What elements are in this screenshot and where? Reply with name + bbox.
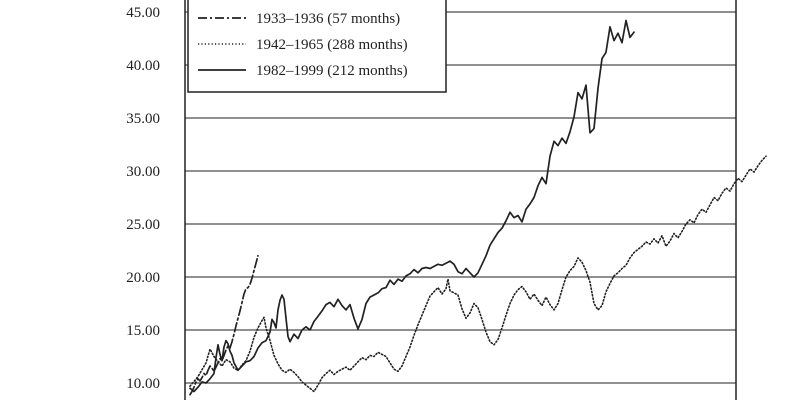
series-line-0 (189, 254, 259, 396)
y-axis-tick-labels: 10.00 15.00 20.00 25.00 30.00 35.00 40.00 45.00 (126, 5, 160, 392)
y-tick-label-3: 25.00 (126, 217, 160, 233)
legend-box (187, 0, 447, 93)
y-tick-label-0: 10.00 (126, 376, 160, 392)
series-line-2 (189, 19, 635, 393)
legend-label-2: 1982–1999 (212 months) (256, 63, 408, 79)
y-tick-label-2: 20.00 (126, 270, 160, 286)
legend-label-1: 1942–1965 (288 months) (256, 37, 408, 53)
legend-label-0: 1933–1936 (57 months) (256, 11, 400, 27)
y-tick-label-1: 15.00 (126, 323, 160, 339)
series-line-1 (189, 155, 767, 393)
y-tick-label-6: 40.00 (126, 58, 160, 74)
series-lines (189, 19, 767, 396)
y-tick-label-7: 45.00 (126, 5, 160, 21)
legend: 1933–1936 (57 months) 1942–1965 (288 mont… (187, 0, 447, 93)
y-tick-label-4: 30.00 (126, 164, 160, 180)
y-tick-label-5: 35.00 (126, 111, 160, 127)
